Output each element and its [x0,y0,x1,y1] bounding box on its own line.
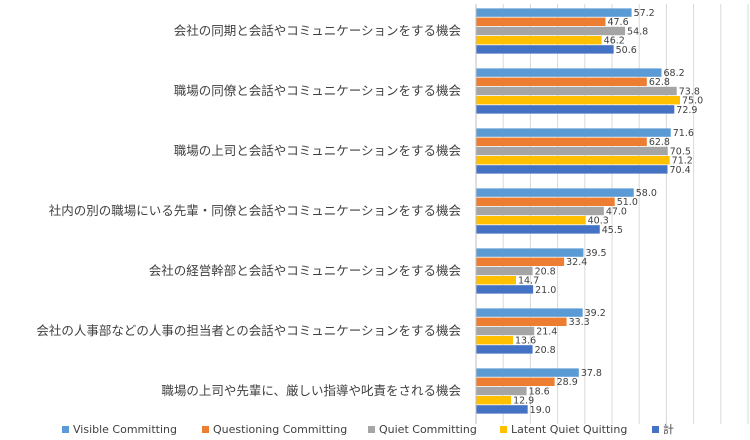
legend-label: Questioning Committing [213,423,347,436]
bar [476,248,584,257]
bar [476,377,555,386]
value-label: 18.6 [529,386,550,397]
value-label: 50.6 [616,45,637,56]
bar [476,266,533,276]
bar [476,36,602,45]
bar [476,386,527,396]
value-label: 45.5 [602,225,623,236]
category-labels-group: 会社の同期と会話やコミュニケーションをする機会職場の同僚と会話やコミュニケーショ… [36,23,461,398]
bar [476,68,662,77]
legend-label: 計 [663,422,674,436]
bar [476,17,606,26]
value-label: 73.8 [679,86,700,97]
value-label: 33.3 [569,317,590,328]
bar [476,225,600,234]
bar [476,368,579,377]
category-label: 会社の人事部などの人事の担当者との会話やコミュニケーションをする機会 [36,323,461,338]
value-label: 62.8 [649,137,670,148]
bar [476,345,533,354]
category-label: 会社の同期と会話やコミュニケーションをする機会 [174,23,462,38]
bar [476,45,614,54]
value-label: 71.2 [672,156,693,167]
bar [476,276,516,285]
bar [476,128,671,137]
bar [476,405,528,414]
value-labels-group: 57.247.654.846.250.668.262.873.875.072.9… [513,8,703,416]
category-label: 職場の上司と会話やコミュニケーションをする機会 [174,143,462,158]
legend-label: Quiet Committing [379,423,477,436]
value-label: 70.5 [670,146,691,157]
bar [476,77,647,86]
value-label: 71.6 [673,128,694,139]
bar [476,326,535,336]
value-label: 54.8 [627,26,648,37]
value-label: 40.3 [588,216,609,227]
value-label: 57.2 [634,8,655,19]
legend-swatch [62,426,69,433]
bar [476,137,647,146]
value-label: 32.4 [566,257,587,268]
value-label: 39.5 [585,248,606,259]
bar [476,146,668,156]
value-label: 75.0 [682,96,703,107]
bar [476,317,567,326]
value-label: 20.8 [535,345,556,356]
bar [476,257,565,266]
bar [476,26,626,36]
category-label: 職場の上司や先輩に、厳しい指導や叱責をされる機会 [161,383,461,398]
bars-group [476,8,680,414]
bar [476,165,668,174]
category-label: 会社の経営幹部と会話やコミュニケーションをする機会 [149,263,462,278]
bar [476,8,632,17]
bar [476,396,512,405]
value-label: 28.9 [557,377,578,388]
value-label: 13.6 [515,336,536,347]
value-label: 70.4 [669,165,690,176]
bar [476,105,675,114]
legend-label: Latent Quiet Quitting [511,423,627,436]
bar [476,188,634,197]
value-label: 58.0 [636,188,657,199]
bar [476,308,583,317]
category-label: 職場の同僚と会話やコミュニケーションをする機会 [174,83,462,98]
value-label: 46.2 [604,36,625,47]
legend-swatch [500,426,507,433]
value-label: 37.8 [581,368,602,379]
value-label: 19.0 [530,405,551,416]
bar [476,197,615,206]
value-label: 51.0 [617,197,638,208]
bar [476,96,680,105]
legend-swatch [368,426,375,433]
legend-swatch [652,426,659,433]
legend-label: Visible Committing [73,423,177,436]
value-label: 68.2 [664,68,685,79]
value-label: 39.2 [585,308,606,319]
value-label: 21.4 [536,326,557,337]
legend: Visible Committing Questioning Committing… [62,422,674,436]
category-label: 社内の別の職場にいる先輩・同僚と会話やコミュニケーションをする機会 [49,203,462,218]
legend-swatch [202,426,209,433]
value-label: 62.8 [649,77,670,88]
value-label: 14.7 [518,276,539,287]
bar [476,86,677,96]
value-label: 12.9 [513,396,534,407]
bar [476,206,604,216]
value-label: 47.0 [606,206,627,217]
value-label: 47.6 [607,17,628,28]
bar [476,156,670,165]
value-label: 72.9 [676,105,697,116]
bar [476,336,513,345]
value-label: 21.0 [535,285,556,296]
bar [476,216,586,225]
bar [476,285,534,294]
value-label: 20.8 [535,266,556,277]
